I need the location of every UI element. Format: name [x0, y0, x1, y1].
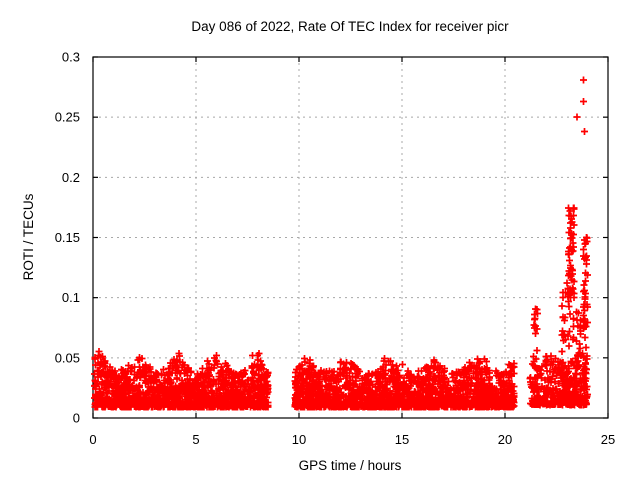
x-tick-label: 0	[89, 432, 96, 447]
roti-data-points	[91, 76, 591, 411]
tick-labels: 0 5 10 15 20 25 0 0.05 0.1 0.15 0.2 0.25 0.3	[55, 50, 616, 448]
x-tick-label: 25	[601, 432, 615, 447]
scatter-points	[91, 76, 591, 411]
x-tick-label: 10	[292, 432, 306, 447]
chart-title: Day 086 of 2022, Rate Of TEC Index for r…	[191, 19, 509, 34]
y-tick-label: 0.05	[55, 350, 80, 365]
y-tick-label: 0.3	[62, 50, 80, 65]
y-tick-label: 0	[73, 411, 80, 426]
y-tick-label: 0.25	[55, 110, 80, 125]
y-axis-label: ROTI / TECUs	[21, 193, 36, 280]
x-tick-label: 20	[498, 432, 512, 447]
y-tick-label: 0.15	[55, 230, 80, 245]
y-tick-label: 0.1	[62, 290, 80, 305]
y-tick-label: 0.2	[62, 170, 80, 185]
axis-ticks	[92, 56, 609, 419]
x-tick-label: 5	[192, 432, 199, 447]
x-axis-label: GPS time / hours	[299, 458, 402, 473]
x-tick-label: 15	[395, 432, 409, 447]
